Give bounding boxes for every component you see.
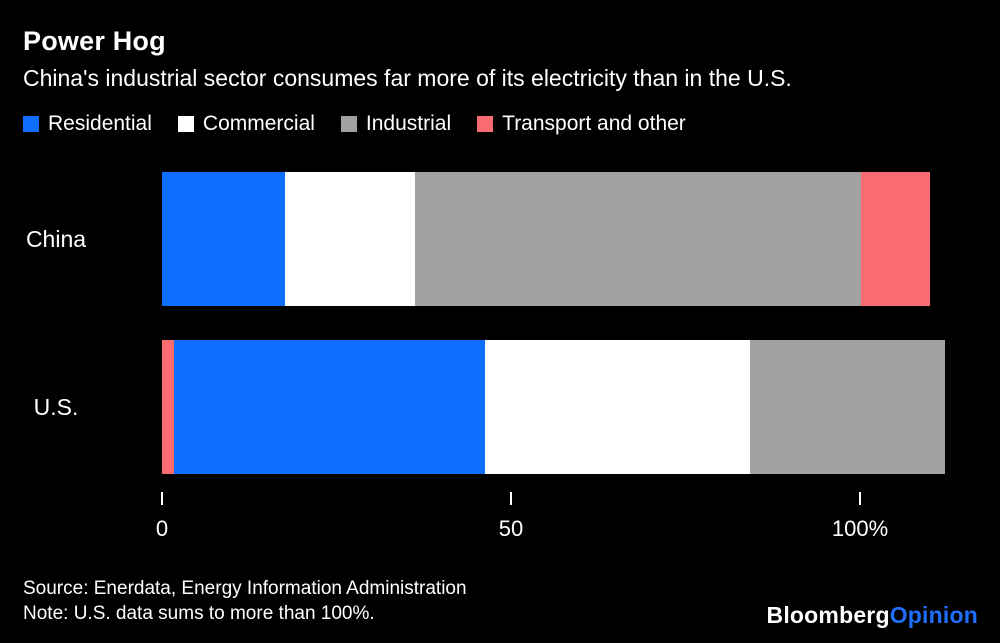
row-label: U.S. <box>33 393 79 420</box>
legend-swatch-icon <box>177 116 194 132</box>
bar-row-china: China <box>0 172 930 306</box>
legend-label: Commercial <box>202 112 315 135</box>
bar-segment-commercial <box>284 172 416 306</box>
legend-item-residential: Residential <box>23 112 152 136</box>
legend-item-commercial: Commercial <box>177 112 315 136</box>
x-tick-label: 50 <box>498 516 524 541</box>
plot-area: China U.S. 0 50 100% <box>0 172 946 556</box>
x-tick-mark <box>161 492 163 505</box>
x-tick-label: 100% <box>831 516 889 541</box>
legend-swatch-icon <box>23 116 39 132</box>
x-tick-label: 0 <box>155 516 169 541</box>
bar-segment-transport-and-other <box>162 340 174 474</box>
bar-track <box>162 340 946 474</box>
bar-segment-industrial <box>415 172 861 306</box>
footer: Source: Enerdata, Energy Information Adm… <box>23 576 467 626</box>
bar-row-u-s: U.S. <box>0 340 946 474</box>
source-text: Source: Enerdata, Energy Information Adm… <box>23 577 467 599</box>
brand-opinion: Opinion <box>889 602 978 628</box>
bloomberg-opinion-logo: BloombergOpinion <box>767 602 978 629</box>
x-tick-mark <box>859 492 861 505</box>
bar-segment-industrial <box>749 340 946 474</box>
bar-rows: China U.S. <box>0 172 946 474</box>
bar-segment-residential <box>162 172 285 306</box>
x-tick-mark <box>510 492 512 505</box>
chart-title: Power Hog <box>23 26 166 56</box>
legend-item-industrial: Industrial <box>340 112 452 136</box>
chart-subtitle: China's industrial sector consumes far m… <box>23 65 792 91</box>
bar-segment-residential <box>173 340 485 474</box>
legend: Residential Commercial Industrial Transport… <box>23 112 978 136</box>
row-label: China <box>25 225 87 252</box>
legend-label: Residential <box>48 112 152 135</box>
legend-swatch-icon <box>340 116 357 132</box>
brand-bloomberg: Bloomberg <box>766 602 890 628</box>
bar-segment-transport-and-other <box>860 172 930 306</box>
legend-label: Industrial <box>365 112 452 135</box>
bar-track <box>162 172 930 306</box>
legend-item-transport-and-other: Transport and other <box>477 112 686 136</box>
bar-segment-commercial <box>484 340 750 474</box>
x-axis: 0 50 100% <box>156 492 888 556</box>
note-text: Note: U.S. data sums to more than 100%. <box>23 602 375 624</box>
legend-swatch-icon <box>477 116 494 132</box>
legend-label: Transport and other <box>502 112 686 135</box>
